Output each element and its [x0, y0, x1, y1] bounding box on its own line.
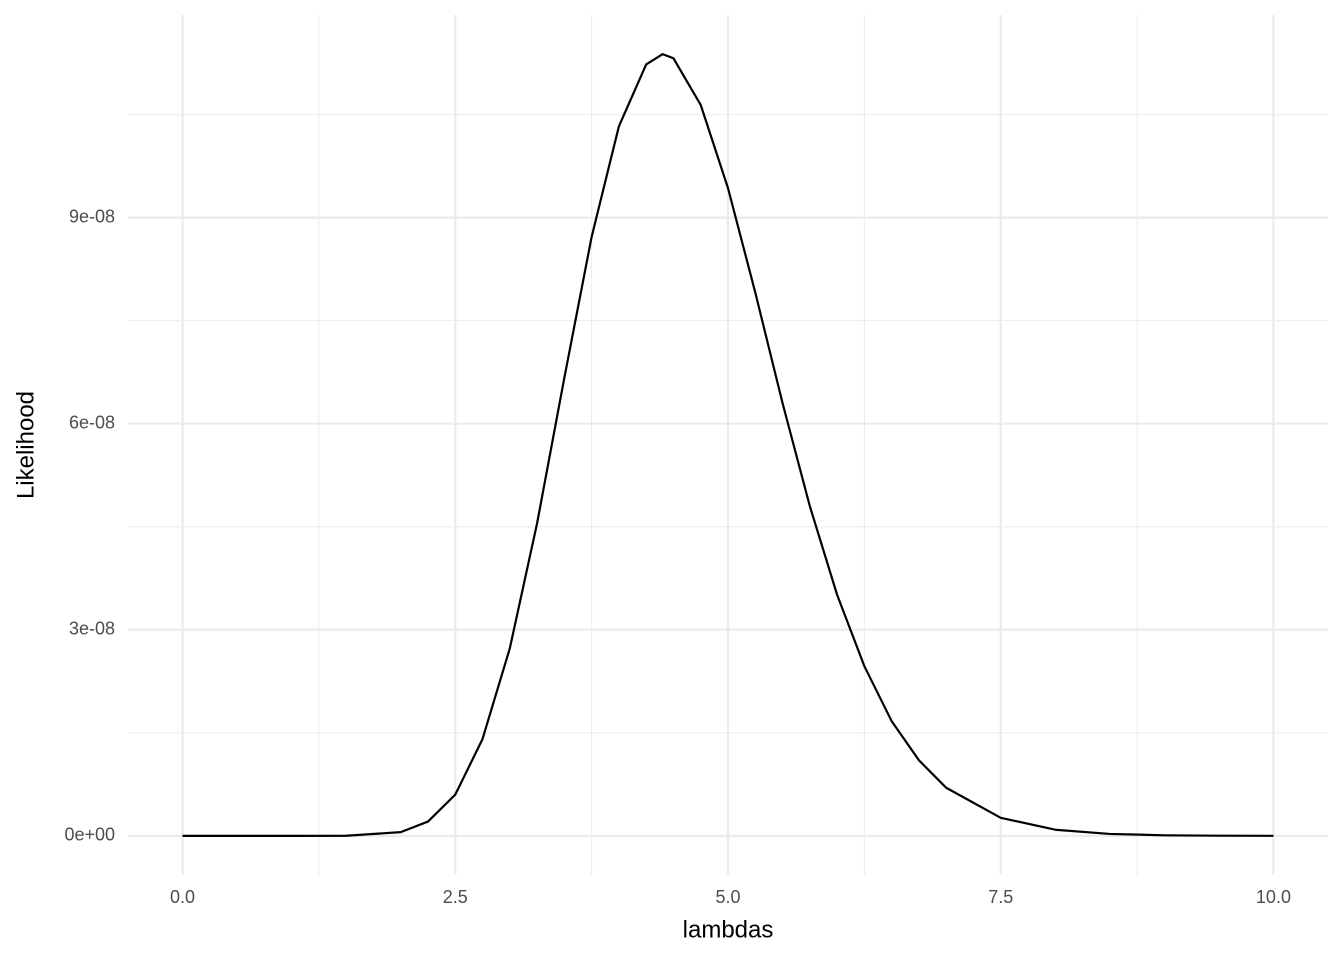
y-axis-title: Likelihood [12, 391, 39, 499]
y-tick-label: 9e-08 [69, 206, 115, 226]
line-series [182, 53, 1274, 837]
y-tick-label: 3e-08 [69, 619, 115, 639]
x-axis-title: lambdas [683, 916, 774, 943]
x-tick-label: 2.5 [443, 887, 468, 907]
y-tick-label: 0e+00 [64, 825, 115, 845]
x-tick-label: 7.5 [988, 887, 1013, 907]
x-tick-label: 10.0 [1256, 887, 1291, 907]
y-tick-label: 6e-08 [69, 412, 115, 432]
x-tick-label: 5.0 [715, 887, 740, 907]
x-tick-label: 0.0 [170, 887, 195, 907]
